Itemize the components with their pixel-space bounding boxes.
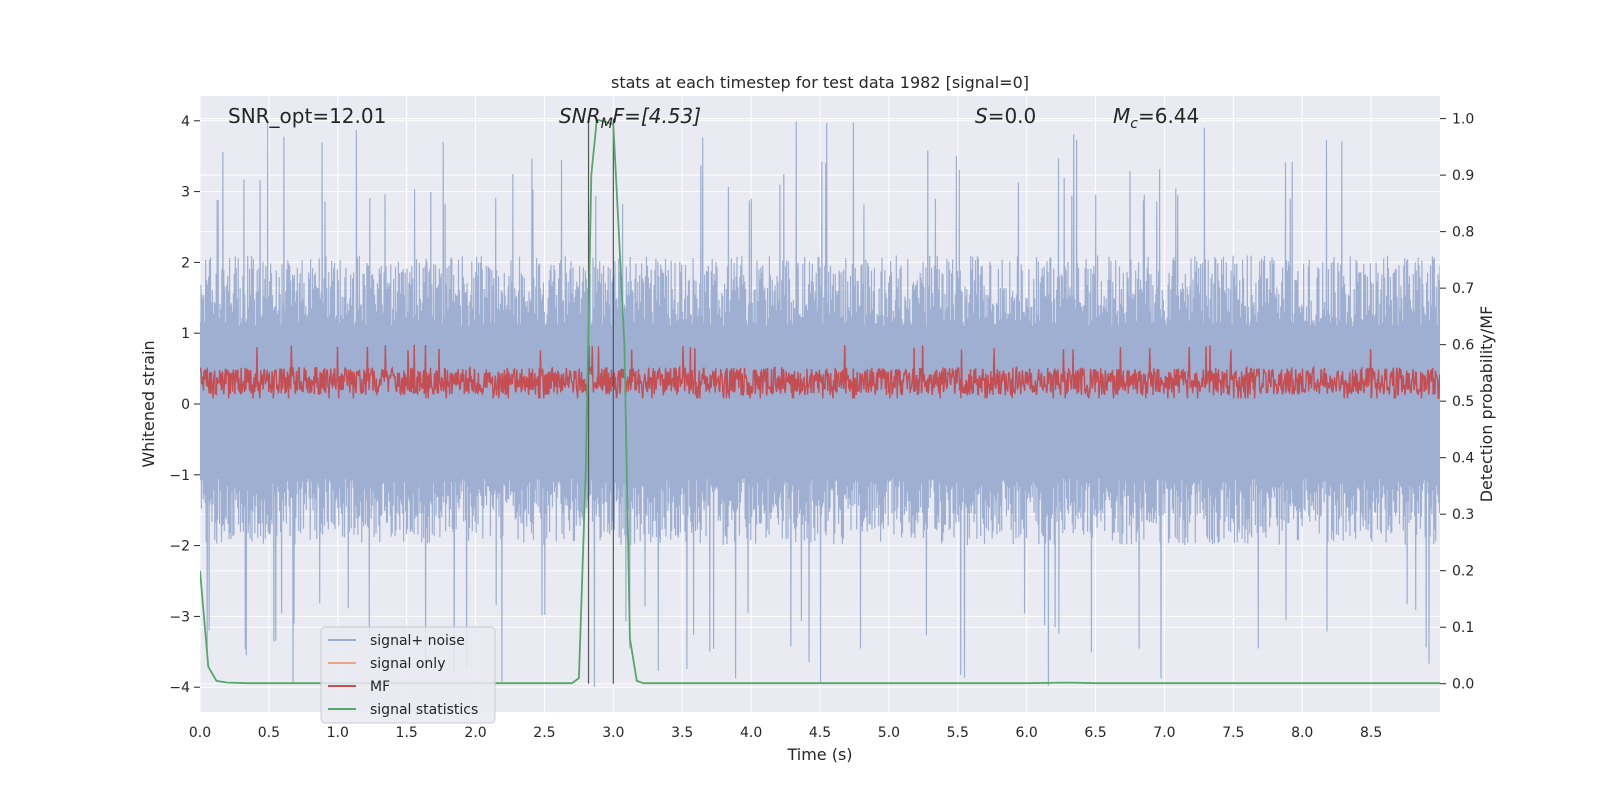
y-tick-label: −1	[169, 468, 190, 484]
series-mf	[200, 344, 1440, 399]
y-ticks: −4 −3 −2 −1 0 1 2 3 4	[169, 114, 200, 696]
s-symbol: S	[975, 104, 988, 128]
y-tick-label-right: 0.6	[1452, 338, 1474, 354]
y-tick-label: −2	[169, 539, 190, 555]
y-tick-label: 1	[181, 326, 190, 342]
legend-label-mf: MF	[370, 679, 390, 695]
x-tick-label: 0.5	[258, 725, 280, 741]
x-tick-label: 8.5	[1360, 725, 1382, 741]
y-tick-label-right: 0.4	[1452, 451, 1474, 467]
x-tick-label: 7.0	[1153, 725, 1175, 741]
series-signal-statistics	[200, 118, 1440, 685]
mc-value: =6.44	[1138, 104, 1199, 128]
x-tick-label: 5.0	[878, 725, 900, 741]
x-tick-label: 2.5	[533, 725, 555, 741]
chart-title: stats at each timestep for test data 198…	[611, 73, 1029, 92]
annotation-snr-opt: SNR_opt=12.01	[228, 104, 386, 128]
x-tick-label: 5.5	[947, 725, 969, 741]
legend: signal+ noise signal only MF signal stat…	[320, 626, 496, 724]
annotation-mc: Mc=6.44	[1113, 104, 1199, 132]
x-tick-label: 8.0	[1291, 725, 1313, 741]
y-tick-label: 3	[181, 185, 190, 201]
mc-subscript: c	[1130, 116, 1138, 132]
x-tick-label: 1.5	[396, 725, 418, 741]
y-tick-label: −3	[169, 609, 190, 625]
series-layer	[200, 118, 1440, 687]
snr-mf-value: F=[4.53]	[613, 104, 701, 128]
snr-mf-subscript: M	[601, 116, 613, 132]
y-tick-label: 0	[181, 397, 190, 413]
y-tick-label-right: 0.1	[1452, 620, 1474, 636]
legend-label-signal-only: signal only	[370, 656, 445, 672]
annotation-snr-mf: SNRMF=[4.53]	[559, 104, 701, 132]
y-tick-label-right: 0.5	[1452, 394, 1474, 410]
y-axis-label: Whitened strain	[139, 340, 158, 467]
x-tick-label: 0.0	[189, 725, 211, 741]
x-tick-label: 7.5	[1222, 725, 1244, 741]
y-tick-label-right: 0.0	[1452, 677, 1474, 693]
x-ticks: 0.0 0.5 1.0 1.5 2.0 2.5 3.0 3.5 4.0 4.5 5.0 5.5 6.0 6…	[189, 725, 1382, 741]
y-ticks-right: 0.0 0.1 0.2 0.3 0.4 0.5 0.6 0.7 0.8 0.9 1.0	[1440, 112, 1474, 693]
y-tick-label-right: 0.9	[1452, 168, 1474, 184]
s-value: =0.0	[988, 104, 1037, 128]
y-tick-label-right: 1.0	[1452, 112, 1474, 128]
x-tick-label: 3.5	[671, 725, 693, 741]
y-tick-label: 2	[181, 255, 190, 271]
x-tick-label: 6.0	[1016, 725, 1038, 741]
y-tick-label: 4	[181, 114, 190, 130]
x-tick-label: 4.0	[740, 725, 762, 741]
series-signal-noise	[200, 121, 1440, 687]
y-tick-label-right: 0.3	[1452, 507, 1474, 523]
legend-label-signal-noise: signal+ noise	[370, 633, 465, 649]
plot-series-group	[200, 118, 1440, 687]
legend-box	[320, 626, 496, 724]
mc-symbol: M	[1113, 104, 1130, 128]
y-tick-label-right: 0.8	[1452, 225, 1474, 241]
x-tick-label: 6.5	[1084, 725, 1106, 741]
y-axis-label-right: Detection probability/MF	[1477, 306, 1496, 503]
x-tick-label: 3.0	[602, 725, 624, 741]
y-tick-label-right: 0.2	[1452, 564, 1474, 580]
annotation-s: S=0.0	[975, 104, 1036, 128]
legend-label-signal-statistics: signal statistics	[370, 702, 478, 718]
x-axis-label: Time (s)	[786, 745, 852, 764]
x-tick-label: 1.0	[327, 725, 349, 741]
y-tick-label-right: 0.7	[1452, 281, 1474, 297]
snr-mf-symbol: SNR	[559, 104, 601, 128]
y-tick-label: −4	[169, 680, 190, 696]
x-tick-label: 2.0	[464, 725, 486, 741]
x-tick-label: 4.5	[809, 725, 831, 741]
